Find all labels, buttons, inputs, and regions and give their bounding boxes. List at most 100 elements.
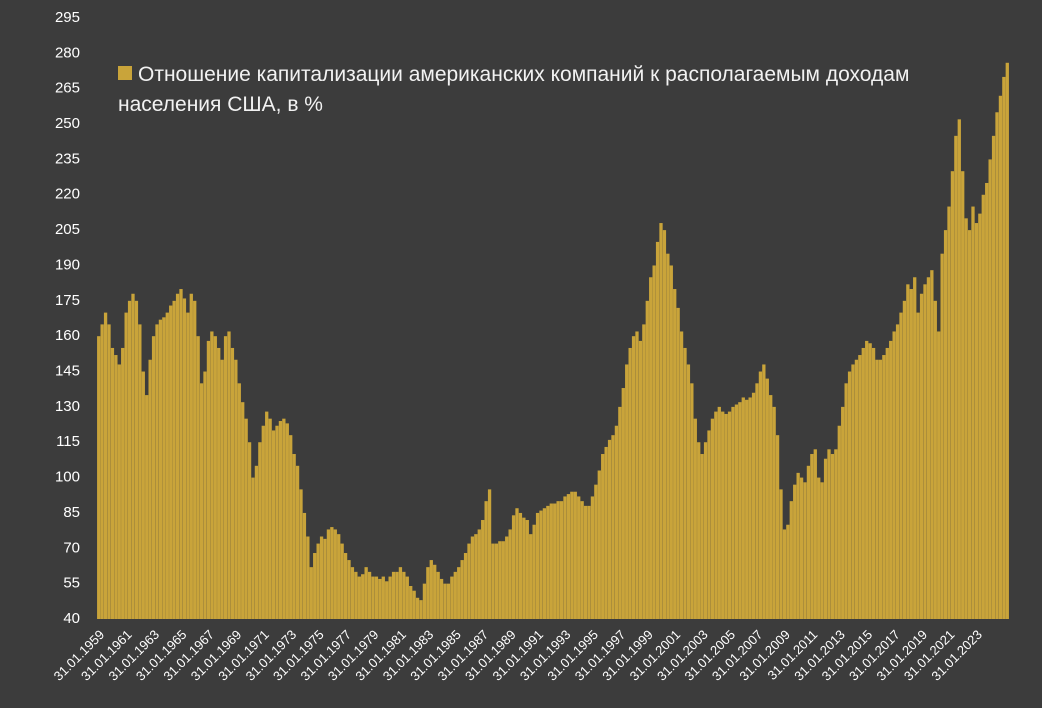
legend: Отношение капитализации американских ком… [118, 60, 968, 120]
bar [765, 378, 769, 619]
bar [319, 536, 324, 619]
bar [919, 293, 924, 619]
bar [371, 576, 375, 619]
bar [131, 293, 135, 619]
bar [741, 397, 745, 619]
bar [926, 277, 931, 619]
bar [937, 331, 941, 619]
y-tick-label: 100 [55, 469, 80, 486]
bar [241, 402, 245, 619]
bar [964, 218, 968, 620]
bar [947, 206, 951, 620]
bar [340, 543, 344, 619]
bar [230, 347, 235, 619]
bar [196, 336, 200, 619]
bar [323, 538, 327, 619]
bar [830, 454, 835, 619]
bar [611, 435, 615, 619]
y-tick-label: 85 [63, 504, 80, 521]
bar [590, 496, 595, 619]
bar [899, 312, 903, 619]
bar [745, 399, 749, 619]
bar [457, 567, 461, 619]
bar [515, 508, 519, 619]
bar [460, 560, 464, 619]
bar [347, 560, 351, 619]
bar [645, 300, 649, 619]
bar [254, 465, 259, 619]
bar [494, 543, 499, 619]
bar [117, 364, 121, 619]
y-tick-label: 190 [55, 256, 80, 273]
bar [854, 359, 859, 619]
bar [991, 135, 996, 619]
bar [635, 331, 639, 619]
bar [930, 270, 934, 619]
bar [295, 465, 300, 619]
bar [559, 501, 564, 619]
bar [786, 524, 790, 619]
bar [875, 359, 879, 619]
bar [758, 371, 763, 619]
bar [721, 411, 725, 619]
bar [868, 343, 872, 619]
bar [813, 449, 817, 619]
bar [916, 312, 920, 619]
bar [614, 425, 619, 619]
bar [138, 324, 142, 619]
bar [967, 230, 972, 619]
bar [193, 300, 197, 619]
bar [220, 359, 224, 619]
bar [244, 418, 248, 619]
bar [491, 543, 495, 619]
bar [422, 583, 427, 619]
bar [199, 383, 204, 619]
bar [885, 347, 889, 619]
bar [577, 496, 581, 619]
bar [724, 413, 728, 619]
bar [110, 347, 115, 619]
bar [477, 529, 481, 619]
bar [97, 336, 101, 619]
bar [127, 300, 132, 619]
bar [354, 571, 358, 619]
bar [237, 383, 241, 619]
bar [878, 359, 883, 619]
bar [227, 331, 231, 619]
bar [895, 324, 900, 619]
bar [628, 347, 632, 619]
legend-label: Отношение капитализации американских ком… [118, 63, 910, 116]
bar [453, 571, 457, 619]
bar [865, 340, 869, 619]
bar [772, 406, 776, 619]
bar [107, 324, 111, 619]
bar [433, 564, 437, 619]
bar [148, 359, 152, 619]
bar [597, 470, 601, 619]
bar [388, 576, 392, 619]
bar [282, 418, 286, 619]
bar [535, 512, 540, 619]
bar [158, 319, 163, 619]
bar [467, 543, 471, 619]
bar [299, 489, 303, 619]
bar [124, 312, 128, 619]
bar [755, 383, 759, 619]
bar [275, 425, 279, 619]
bar [679, 331, 684, 619]
bar [556, 501, 560, 619]
bar [529, 534, 533, 619]
bar [847, 371, 852, 619]
bar [103, 312, 108, 619]
bar [439, 578, 444, 619]
bar [213, 336, 217, 619]
bar [738, 402, 742, 619]
y-tick-label: 160 [55, 327, 80, 344]
bar [436, 571, 440, 619]
bar [522, 517, 526, 619]
bar [162, 317, 166, 619]
bar [474, 534, 478, 619]
bar [673, 289, 677, 619]
bar [892, 331, 896, 619]
